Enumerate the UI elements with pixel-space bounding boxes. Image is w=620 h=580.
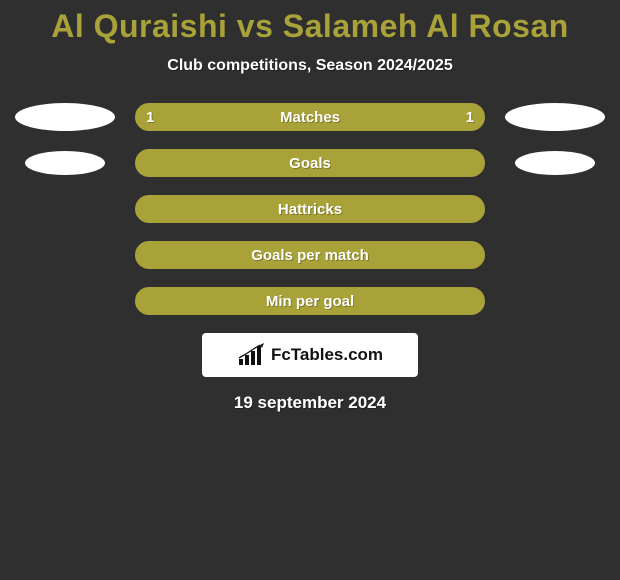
right-oval <box>505 103 605 131</box>
stat-bar: Hattricks <box>135 195 485 223</box>
stat-right-value: 1 <box>466 109 474 126</box>
left-spacer <box>15 195 115 223</box>
bars-ascending-icon <box>237 343 265 367</box>
stat-bar: Goals per match <box>135 241 485 269</box>
comparison-widget: Al Quraishi vs Salameh Al Rosan Club com… <box>0 0 620 580</box>
brand-box[interactable]: FcTables.com <box>202 333 418 377</box>
stat-bar: Goals <box>135 149 485 177</box>
stat-label: Matches <box>280 109 340 126</box>
stat-rows: 1 Matches 1 Goals Hattricks <box>0 103 620 315</box>
stat-row: Goals per match <box>0 241 620 269</box>
page-title: Al Quraishi vs Salameh Al Rosan <box>0 0 620 45</box>
stat-bar: Min per goal <box>135 287 485 315</box>
stat-label: Goals <box>289 155 331 172</box>
right-oval <box>515 151 595 175</box>
stat-bar: 1 Matches 1 <box>135 103 485 131</box>
date-text: 19 september 2024 <box>0 393 620 413</box>
right-spacer <box>505 287 605 315</box>
stat-label: Hattricks <box>278 201 342 218</box>
brand-text: FcTables.com <box>271 345 383 365</box>
stat-label: Min per goal <box>266 293 354 310</box>
stat-left-value: 1 <box>146 109 154 126</box>
right-spacer <box>505 195 605 223</box>
left-spacer <box>15 241 115 269</box>
right-spacer <box>505 241 605 269</box>
stat-label: Goals per match <box>251 247 369 264</box>
left-spacer <box>15 287 115 315</box>
left-oval <box>15 103 115 131</box>
stat-row: 1 Matches 1 <box>0 103 620 131</box>
left-oval <box>25 151 105 175</box>
stat-row: Hattricks <box>0 195 620 223</box>
page-subtitle: Club competitions, Season 2024/2025 <box>0 57 620 75</box>
stat-row: Min per goal <box>0 287 620 315</box>
stat-row: Goals <box>0 149 620 177</box>
